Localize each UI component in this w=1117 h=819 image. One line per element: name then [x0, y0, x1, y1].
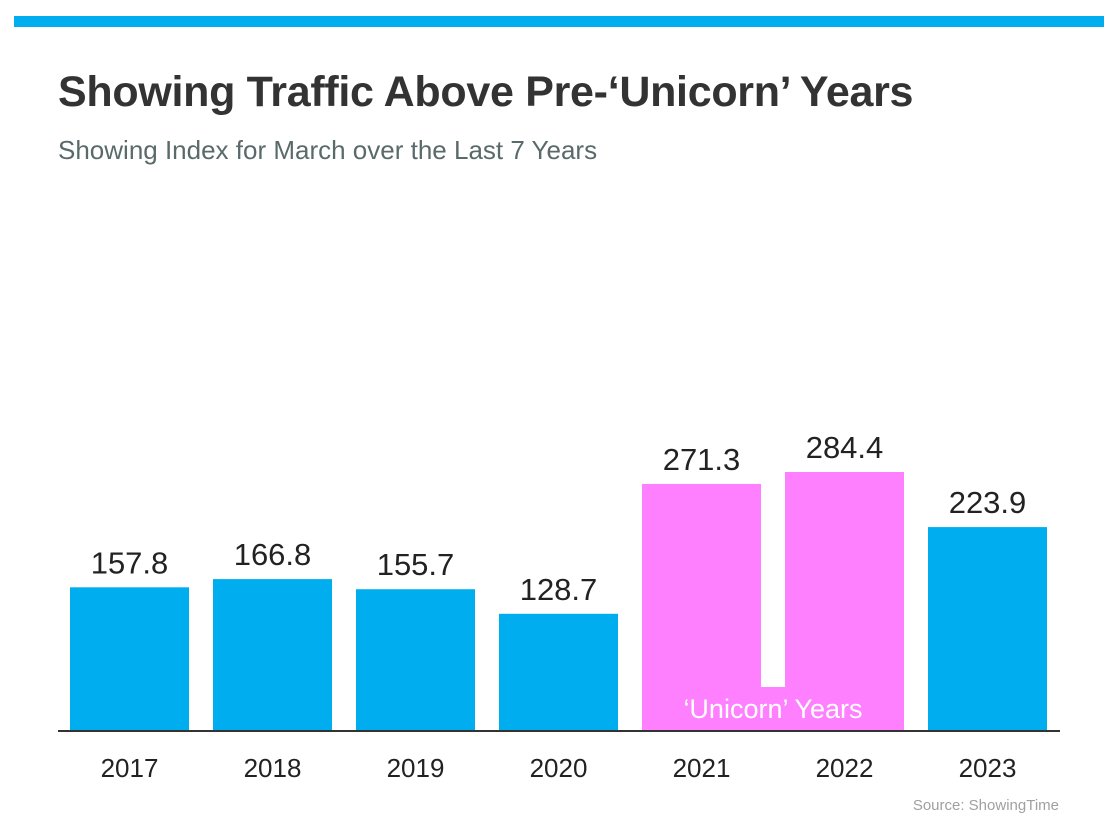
- bar-2022: [785, 471, 904, 731]
- bar-2021: [642, 483, 761, 731]
- bar-2020: [499, 613, 618, 731]
- value-label-2020: 128.7: [520, 572, 598, 607]
- chart-title: Showing Traffic Above Pre-‘Unicorn’ Year…: [58, 68, 914, 116]
- bar-2019: [356, 589, 475, 731]
- x-tick-2022: 2022: [816, 753, 874, 783]
- value-label-2021: 271.3: [663, 442, 741, 477]
- x-tick-2021: 2021: [673, 753, 731, 783]
- x-tick-2018: 2018: [244, 753, 302, 783]
- bar-2018: [213, 579, 332, 731]
- value-label-2017: 157.8: [91, 545, 169, 580]
- x-tick-2023: 2023: [959, 753, 1017, 783]
- x-tick-2020: 2020: [530, 753, 588, 783]
- value-label-2022: 284.4: [806, 430, 884, 465]
- value-label-2019: 155.7: [377, 547, 455, 582]
- x-tick-2019: 2019: [387, 753, 445, 783]
- top-accent-bar: [14, 16, 1104, 27]
- bar-2017: [70, 587, 189, 731]
- value-label-2018: 166.8: [234, 537, 312, 572]
- value-label-2023: 223.9: [949, 485, 1027, 520]
- x-tick-2017: 2017: [101, 753, 159, 783]
- source-note: Source: ShowingTime: [912, 797, 1059, 814]
- bar-2023: [928, 527, 1047, 731]
- chart-subtitle: Showing Index for March over the Last 7 …: [58, 135, 598, 165]
- unicorn-years-label: ‘Unicorn’ Years: [683, 694, 862, 724]
